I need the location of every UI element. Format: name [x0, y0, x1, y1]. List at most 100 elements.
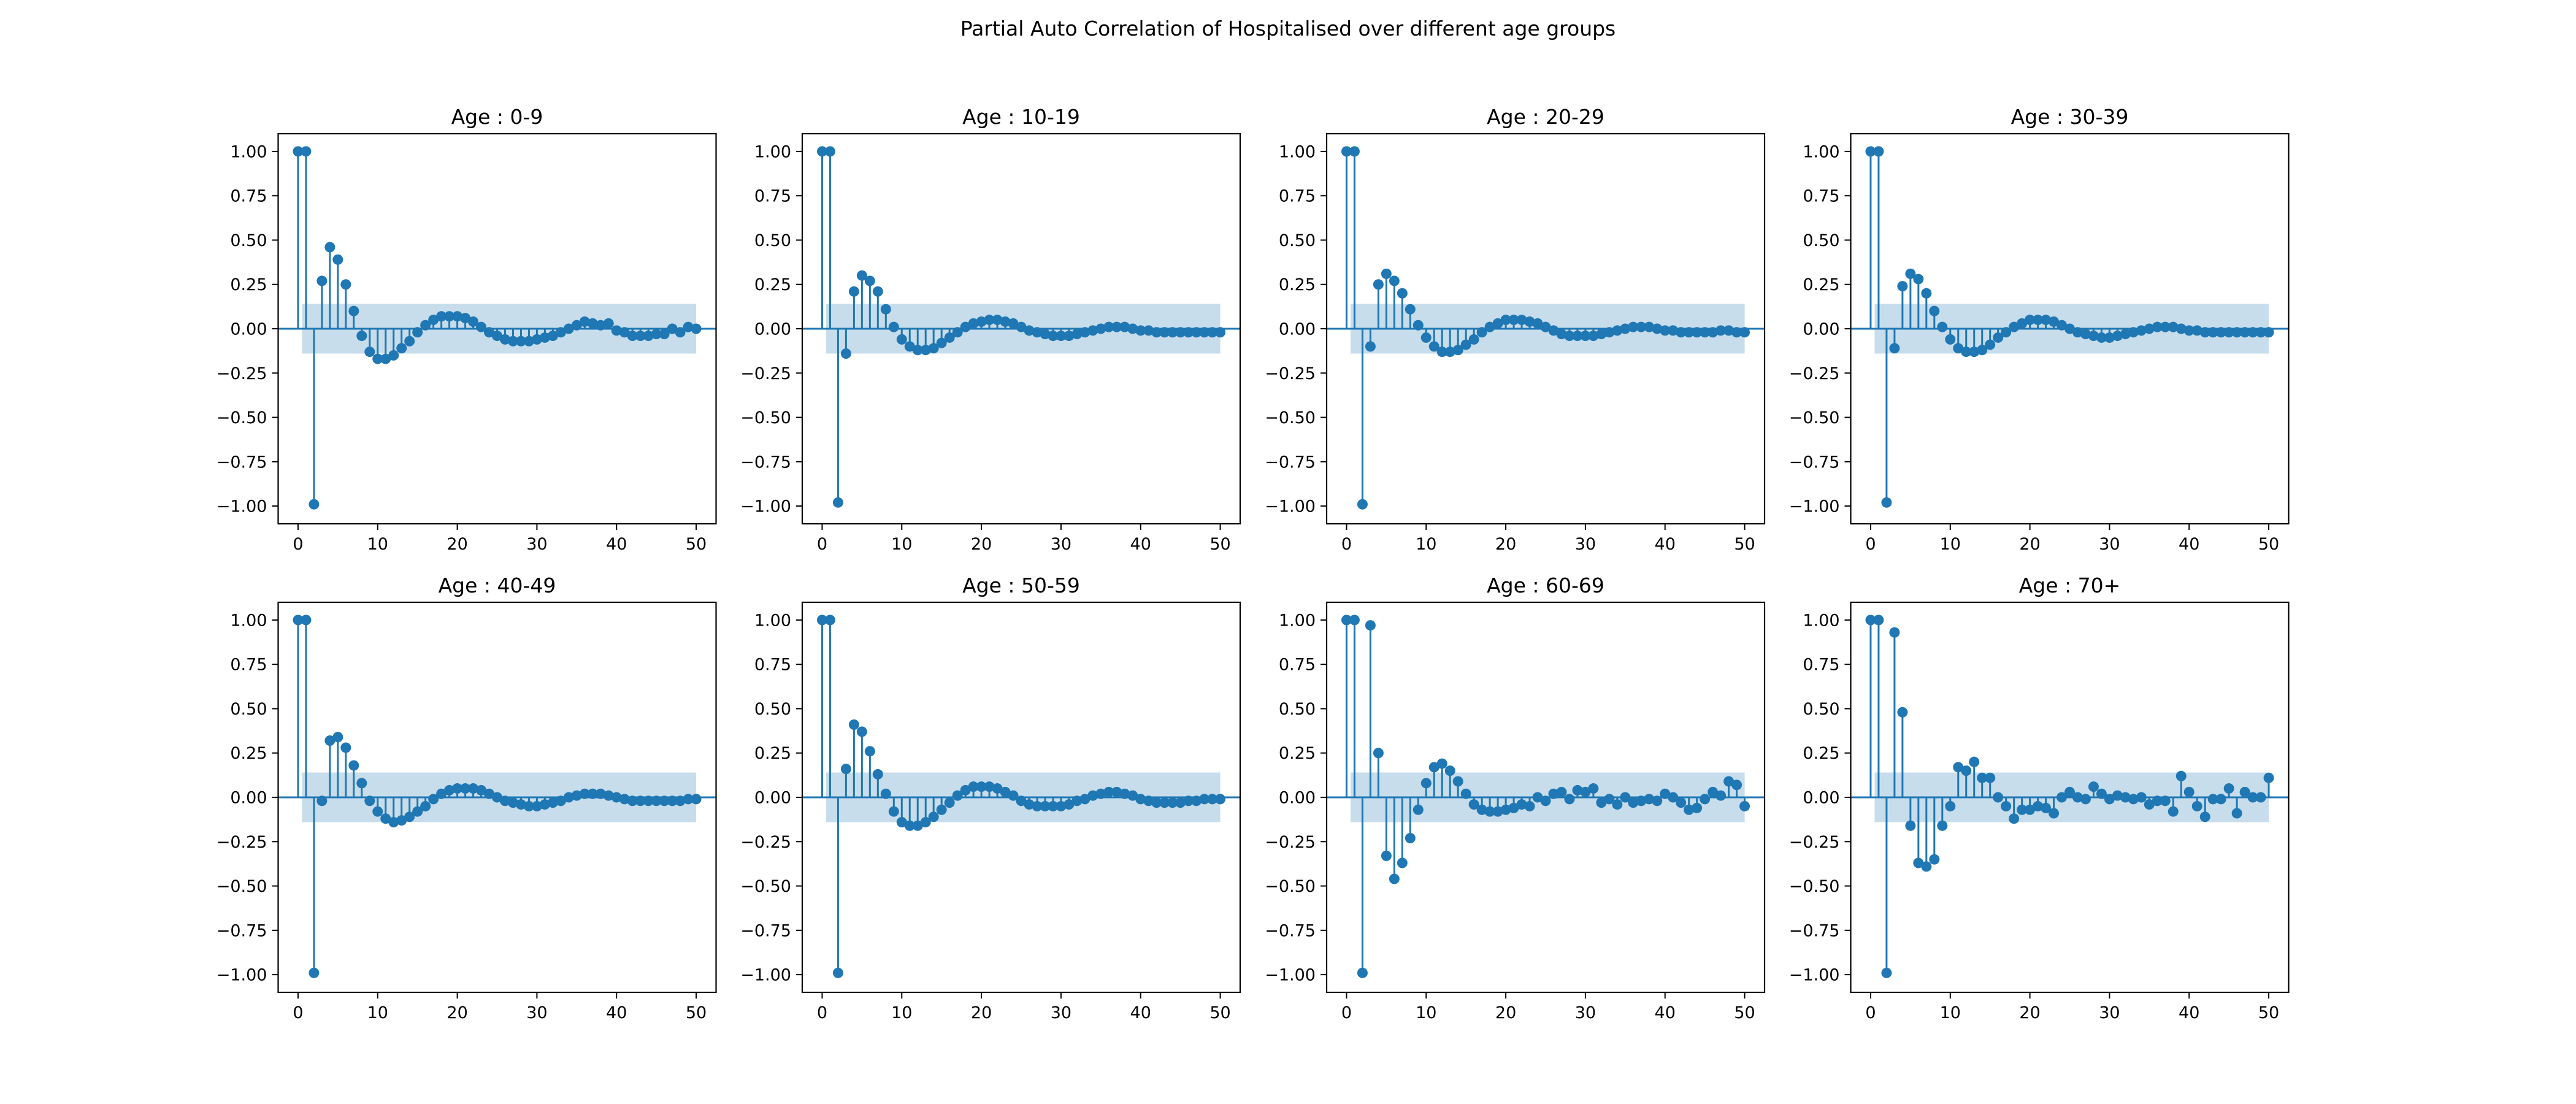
stem-marker	[1024, 799, 1035, 810]
stem-marker	[499, 334, 510, 345]
stem-marker	[1580, 786, 1591, 797]
stem-marker	[1095, 788, 1106, 799]
stem-marker	[1692, 327, 1703, 338]
stem-marker	[2128, 327, 2139, 338]
x-tick-label: 20	[2019, 1003, 2040, 1022]
figure-title: Partial Auto Correlation of Hospitalised…	[960, 17, 1616, 40]
stem-marker	[888, 321, 899, 332]
stem-marker	[611, 325, 622, 336]
stem-marker	[476, 321, 487, 332]
stem-marker	[436, 788, 447, 799]
stem-marker	[1428, 762, 1439, 773]
stem-marker	[1159, 797, 1170, 808]
stem-marker	[1365, 341, 1376, 352]
stem-marker	[1071, 795, 1083, 807]
x-tick-label: 20	[447, 535, 467, 554]
stem-marker	[2104, 332, 2115, 343]
stem-marker	[1945, 800, 1956, 811]
y-tick-label: 0.75	[1279, 187, 1316, 206]
stem-marker	[523, 800, 534, 811]
y-tick-label: 1.00	[230, 142, 267, 161]
stem-marker	[301, 146, 312, 157]
stem-marker	[1508, 315, 1519, 326]
x-tick-label: 40	[1130, 1003, 1151, 1022]
x-tick-label: 20	[2019, 535, 2040, 554]
stem-marker	[1739, 327, 1750, 338]
stem-marker	[293, 146, 304, 157]
stem-marker	[404, 811, 415, 822]
stem-marker	[1556, 786, 1567, 797]
stem-marker	[2072, 327, 2083, 338]
stem-marker	[2096, 332, 2107, 343]
y-tick-label: 1.00	[1279, 142, 1316, 161]
stem-marker	[1492, 806, 1503, 817]
stem-marker	[2064, 786, 2075, 797]
stem-marker	[2191, 325, 2202, 336]
stem-marker	[388, 816, 399, 827]
stem-marker	[1048, 800, 1059, 811]
y-tick-label: −0.25	[1789, 364, 1840, 383]
stem-marker	[2207, 794, 2218, 805]
x-tick-label: 30	[2099, 535, 2120, 554]
stem-marker	[944, 797, 955, 808]
stem-marker	[2080, 329, 2091, 340]
stem-marker	[2136, 325, 2147, 336]
stem-marker	[1500, 315, 1511, 326]
stem-marker	[2175, 770, 2187, 781]
stem-marker	[1040, 800, 1051, 811]
stem-marker	[587, 788, 598, 799]
stem-marker	[1588, 783, 1599, 794]
stem-marker	[1700, 327, 1711, 338]
stem-marker	[1397, 857, 1408, 868]
stem-marker	[1540, 795, 1551, 807]
stem-marker	[324, 242, 335, 253]
stem-marker	[1087, 790, 1098, 801]
stem-marker	[1119, 788, 1130, 799]
y-tick-label: 0.25	[754, 744, 791, 763]
stem-marker	[1604, 794, 1615, 805]
x-tick-label: 10	[367, 1003, 388, 1022]
stem-marker	[2255, 327, 2266, 338]
stem-marker	[452, 311, 463, 322]
y-tick-label: 0.00	[230, 320, 267, 339]
stem-marker	[301, 615, 312, 626]
stem-marker	[968, 318, 979, 329]
stem-marker	[595, 320, 606, 331]
stem-marker	[1524, 800, 1535, 811]
stem-marker	[1668, 325, 1679, 336]
subplot-title: Age : 20-29	[1487, 105, 1604, 129]
stem-marker	[944, 332, 955, 343]
stem-marker	[1636, 795, 1647, 807]
stem-marker	[2080, 794, 2091, 805]
stem-marker	[643, 331, 654, 342]
stem-marker	[1660, 788, 1671, 799]
stem-marker	[960, 321, 971, 332]
x-tick-label: 0	[1341, 535, 1352, 554]
stem-marker	[2128, 794, 2139, 805]
stem-marker	[1215, 327, 1226, 338]
y-tick-label: 0.25	[230, 744, 267, 763]
x-tick-label: 20	[1495, 535, 1516, 554]
stem-marker	[1652, 323, 1663, 334]
stem-marker	[444, 311, 455, 322]
stem-marker	[1985, 339, 1996, 350]
stem-marker	[1961, 765, 1972, 776]
stem-marker	[816, 146, 827, 157]
x-tick-label: 0	[1341, 1003, 1352, 1022]
stem-marker	[563, 323, 574, 334]
stem-marker	[348, 305, 359, 316]
stem-marker	[1048, 331, 1059, 342]
stem-marker	[659, 329, 670, 340]
stem-marker	[2088, 781, 2099, 792]
stem-marker	[332, 254, 343, 265]
stem-marker	[555, 327, 566, 338]
y-tick-label: 1.00	[754, 611, 791, 630]
stem-marker	[571, 320, 582, 331]
stem-marker	[1079, 794, 1091, 805]
y-tick-label: 1.00	[1803, 142, 1839, 161]
stem-marker	[683, 321, 694, 332]
stem-marker	[1723, 325, 1735, 336]
y-tick-label: −1.00	[1789, 966, 1840, 985]
stem-marker	[1961, 347, 1972, 358]
x-tick-label: 50	[686, 1003, 707, 1022]
